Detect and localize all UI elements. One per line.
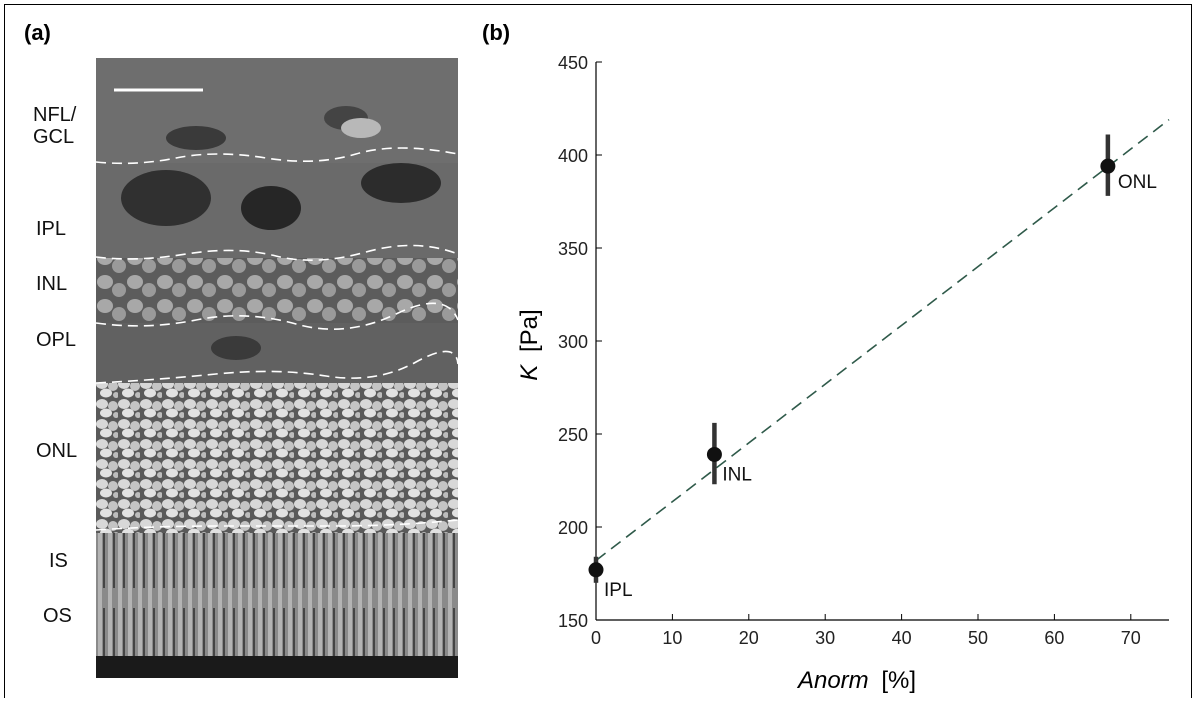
y-tick-label: 350 bbox=[558, 239, 588, 259]
x-axis-label-var: Anorm bbox=[796, 667, 869, 694]
x-tick-label: 60 bbox=[1044, 628, 1064, 648]
x-tick-label: 30 bbox=[815, 628, 835, 648]
layer-label-ipl: IPL bbox=[36, 218, 67, 240]
panel-b-label: (b) bbox=[482, 20, 511, 45]
fit-line bbox=[595, 119, 1170, 562]
data-point-onl bbox=[1100, 158, 1116, 174]
x-tick-label: 20 bbox=[739, 628, 759, 648]
point-label-inl: INL bbox=[722, 464, 752, 485]
layer-boundaries bbox=[96, 147, 458, 531]
layer-label-inl: INL bbox=[36, 273, 68, 295]
data-points-group: IPL INL ONL bbox=[588, 134, 1157, 601]
y-tick-label: 450 bbox=[558, 53, 588, 73]
y-tick-label: 250 bbox=[558, 425, 588, 445]
y-axis-label-var: K bbox=[516, 364, 543, 381]
y-axis-label-unit: [Pa] bbox=[516, 309, 543, 352]
data-point-ipl bbox=[588, 562, 604, 578]
x-axis-label-unit: [%] bbox=[881, 667, 916, 694]
x-tick-label: 0 bbox=[591, 628, 601, 648]
data-point-inl bbox=[706, 446, 722, 462]
y-tick-label: 200 bbox=[558, 518, 588, 538]
y-tick-label: 150 bbox=[558, 611, 588, 631]
y-tick-label: 300 bbox=[558, 332, 588, 352]
x-tick-label: 10 bbox=[662, 628, 682, 648]
layer-label-opl: OPL bbox=[36, 329, 77, 351]
x-tick-label: 70 bbox=[1121, 628, 1141, 648]
panel-a-label: (a) bbox=[24, 20, 51, 45]
layer-label-nfl-gcl: NFL/ GCL bbox=[33, 104, 77, 148]
point-label-ipl: IPL bbox=[604, 580, 633, 601]
y-axis-label: K [Pa] bbox=[516, 309, 543, 380]
x-axis-label: Anorm [%] bbox=[796, 667, 916, 694]
layer-label-is: IS bbox=[49, 550, 68, 572]
layer-label-os: OS bbox=[43, 605, 72, 627]
fit-line-group bbox=[595, 119, 1170, 562]
chart-axes: 150 200 250 300 350 400 450 0 10 20 30 40 50 60 70 bbox=[558, 53, 1169, 648]
layer-label-onl: ONL bbox=[36, 440, 78, 462]
x-tick-label: 40 bbox=[892, 628, 912, 648]
y-tick-label: 400 bbox=[558, 146, 588, 166]
x-tick-label: 50 bbox=[968, 628, 988, 648]
point-label-onl: ONL bbox=[1118, 172, 1157, 193]
retina-micrograph bbox=[96, 58, 458, 678]
micrograph-svg bbox=[96, 58, 458, 678]
figure-frame bbox=[4, 4, 1192, 698]
